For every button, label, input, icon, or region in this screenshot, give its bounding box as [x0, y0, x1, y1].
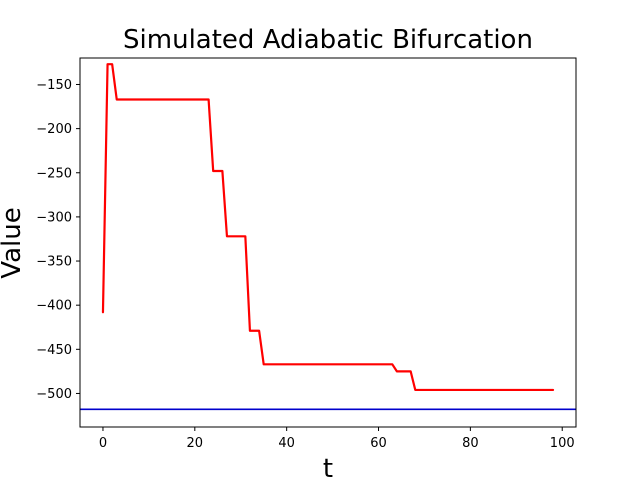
x-tick-label: 20 — [187, 436, 204, 451]
chart-title: Simulated Adiabatic Bifurcation — [123, 25, 533, 55]
plot-marks — [80, 63, 576, 411]
y-axis-label: Value — [0, 207, 27, 278]
y-tick-label: −250 — [36, 166, 72, 181]
y-tick-label: −400 — [36, 299, 72, 314]
y-tick-label: −500 — [36, 387, 72, 402]
x-axis-label: t — [323, 454, 333, 480]
plot-frame — [79, 57, 577, 428]
x-tick-label: 60 — [370, 436, 387, 451]
x-tick-label: 100 — [550, 436, 575, 451]
y-tick-label: −200 — [36, 122, 72, 137]
y-tick-label: −350 — [36, 255, 72, 270]
y-tick-label: −150 — [36, 78, 72, 93]
series-line-0 — [101, 63, 555, 392]
x-tick-label: 0 — [99, 436, 107, 451]
y-tick-label: −450 — [36, 343, 72, 358]
y-axis-ticks: −150 −200 −250 −300 −350 −400 −450 −500 — [36, 78, 80, 402]
x-tick-label: 40 — [278, 436, 295, 451]
x-axis-ticks: 0 20 40 60 80 100 — [99, 427, 575, 451]
y-tick-label: −300 — [36, 210, 72, 225]
x-tick-label: 80 — [462, 436, 479, 451]
